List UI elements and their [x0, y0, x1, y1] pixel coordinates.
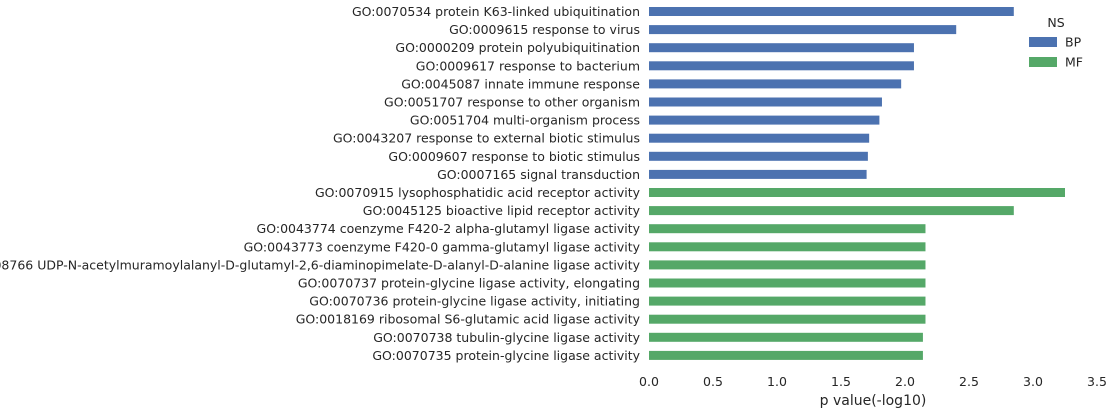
legend-label: MF: [1065, 55, 1083, 70]
bar-bp: [649, 133, 870, 143]
bar-mf: [649, 260, 926, 270]
bar-bp: [649, 115, 880, 125]
bar-bp: [649, 61, 914, 71]
category-label: GO:0070915 lysophosphatidic acid recepto…: [315, 185, 641, 200]
bar-mf: [649, 350, 923, 360]
category-label: GO:0051704 multi-organism process: [410, 113, 640, 128]
bar-bp: [649, 7, 1014, 16]
x-tick-label: 3.5: [1087, 374, 1107, 389]
bar-mf: [649, 224, 926, 234]
bar-mf: [649, 314, 926, 324]
category-label: GO:0070534 protein K63-linked ubiquitina…: [352, 4, 640, 19]
bar-mf: [649, 332, 923, 342]
legend-label: BP: [1065, 35, 1082, 50]
category-label: GO:0070738 tubulin-glycine ligase activi…: [373, 330, 640, 345]
bar-mf: [649, 188, 1065, 197]
bar-bp: [649, 151, 868, 161]
category-label: GO:0043207 response to external biotic s…: [333, 131, 640, 146]
legend-title: NS: [1047, 15, 1064, 30]
bar-bp: [649, 25, 957, 35]
bar-mf: [649, 206, 1014, 216]
x-tick-label: 3.0: [1023, 374, 1043, 389]
bar-mf: [649, 242, 926, 252]
x-tick-label: 0.5: [703, 374, 723, 389]
category-label: GO:0051707 response to other organism: [384, 95, 640, 110]
x-tick-label: 2.5: [959, 374, 979, 389]
category-label: GO:0008766 UDP-N-acetylmuramoylalanyl-D-…: [0, 257, 641, 272]
category-labels: GO:0070534 protein K63-linked ubiquitina…: [0, 4, 641, 363]
category-label: GO:0070736 protein-glycine ligase activi…: [309, 294, 640, 309]
bar-mf: [649, 278, 926, 288]
legend-items: BP MF: [1029, 35, 1083, 70]
category-label: GO:0009617 response to bacterium: [416, 58, 640, 73]
category-label: GO:0007165 signal transduction: [437, 167, 640, 182]
bar-mf: [649, 296, 926, 306]
legend-swatch-bp: [1029, 37, 1057, 47]
x-axis-ticks: 0.0 0.5 1.0 1.5 2.0 2.5 3.0 3.5: [639, 374, 1107, 389]
legend: NS BP MF: [1029, 15, 1083, 70]
category-label: GO:0070737 protein-glycine ligase activi…: [298, 276, 640, 291]
category-label: GO:0043773 coenzyme F420-0 gamma-glutamy…: [244, 239, 641, 254]
x-tick-label: 1.0: [767, 374, 787, 389]
category-label: GO:0018169 ribosomal S6-glutamic acid li…: [296, 312, 641, 327]
legend-swatch-mf: [1029, 57, 1057, 67]
x-tick-label: 1.5: [831, 374, 851, 389]
category-label: GO:0045087 innate immune response: [401, 76, 640, 91]
x-tick-label: 2.0: [895, 374, 915, 389]
x-axis-title: p value(-log10): [820, 393, 927, 409]
x-tick-label: 0.0: [639, 374, 659, 389]
bar-bp: [649, 97, 882, 107]
category-label: GO:0070735 protein-glycine ligase activi…: [372, 348, 640, 363]
category-label: GO:0000209 protein polyubiquitination: [395, 40, 640, 55]
bars-group: [649, 7, 1065, 360]
category-label: GO:0043774 coenzyme F420-2 alpha-glutamy…: [257, 221, 641, 236]
category-label: GO:0045125 bioactive lipid receptor acti…: [363, 203, 641, 218]
category-label: GO:0009615 response to virus: [449, 22, 640, 37]
bar-bp: [649, 169, 867, 179]
category-label: GO:0009607 response to biotic stimulus: [388, 149, 640, 164]
bar-bp: [649, 79, 902, 89]
bar-bp: [649, 43, 914, 53]
